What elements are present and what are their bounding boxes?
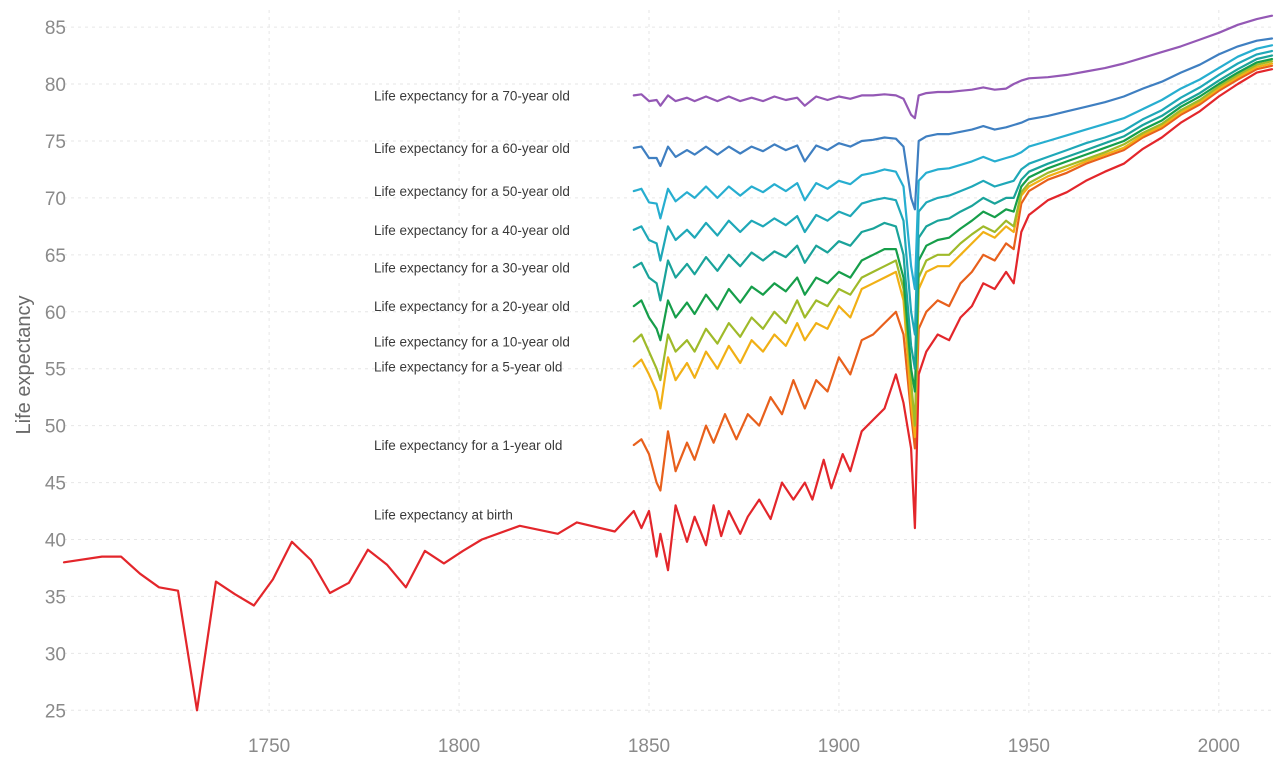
grid xyxy=(64,10,1272,716)
series-label-3: Life expectancy for a 10-year old xyxy=(374,334,570,349)
series-line-8 xyxy=(632,37,1274,211)
series-label-5: Life expectancy for a 30-year old xyxy=(374,260,570,275)
series-line-7 xyxy=(632,44,1274,291)
series-label-4: Life expectancy for a 20-year old xyxy=(374,299,570,314)
y-tick-label: 70 xyxy=(45,189,66,210)
y-tick-label: 55 xyxy=(45,360,66,381)
y-tick-label: 35 xyxy=(45,587,66,608)
x-tick-label: 1950 xyxy=(1008,736,1050,757)
x-tick-label: 1900 xyxy=(818,736,860,757)
series-label-0: Life expectancy at birth xyxy=(374,507,513,522)
x-tick-label: 1750 xyxy=(248,736,290,757)
y-tick-label: 30 xyxy=(45,644,66,665)
series-line-6 xyxy=(632,49,1274,336)
y-tick-label: 75 xyxy=(45,132,66,153)
series-label-9: Life expectancy for a 70-year old xyxy=(374,88,570,103)
y-tick-label: 40 xyxy=(45,531,66,552)
series-label-7: Life expectancy for a 50-year old xyxy=(374,184,570,199)
x-tick-label: 1850 xyxy=(628,736,670,757)
y-tick-label: 50 xyxy=(45,417,66,438)
y-tick-label: 25 xyxy=(45,701,66,722)
y-tick-label: 60 xyxy=(45,303,66,324)
y-tick-label: 85 xyxy=(45,18,66,39)
x-tick-label: 1800 xyxy=(438,736,480,757)
series-line-9 xyxy=(632,14,1274,120)
x-tick-label: 2000 xyxy=(1198,736,1240,757)
y-tick-label: 65 xyxy=(45,246,66,267)
series-line-4 xyxy=(632,57,1274,393)
series-line-1 xyxy=(632,64,1274,492)
series-lines xyxy=(62,14,1274,712)
y-tick-label: 45 xyxy=(45,474,66,495)
y-axis-title: Life expectancy xyxy=(13,296,35,435)
series-line-0 xyxy=(62,68,1274,712)
y-tick-label: 80 xyxy=(45,75,66,96)
axes: 25 30 35 40 45 50 55 60 65 70 75 80 85 1750 1800 1850 19… xyxy=(45,18,1240,757)
series-label-6: Life expectancy for a 40-year old xyxy=(374,223,570,238)
series-label-1: Life expectancy for a 1-year old xyxy=(374,438,562,453)
series-label-8: Life expectancy for a 60-year old xyxy=(374,141,570,156)
series-label-2: Life expectancy for a 5-year old xyxy=(374,359,562,374)
series-labels: Life expectancy at birth Life expectancy … xyxy=(374,88,570,522)
series-line-5 xyxy=(632,54,1274,370)
